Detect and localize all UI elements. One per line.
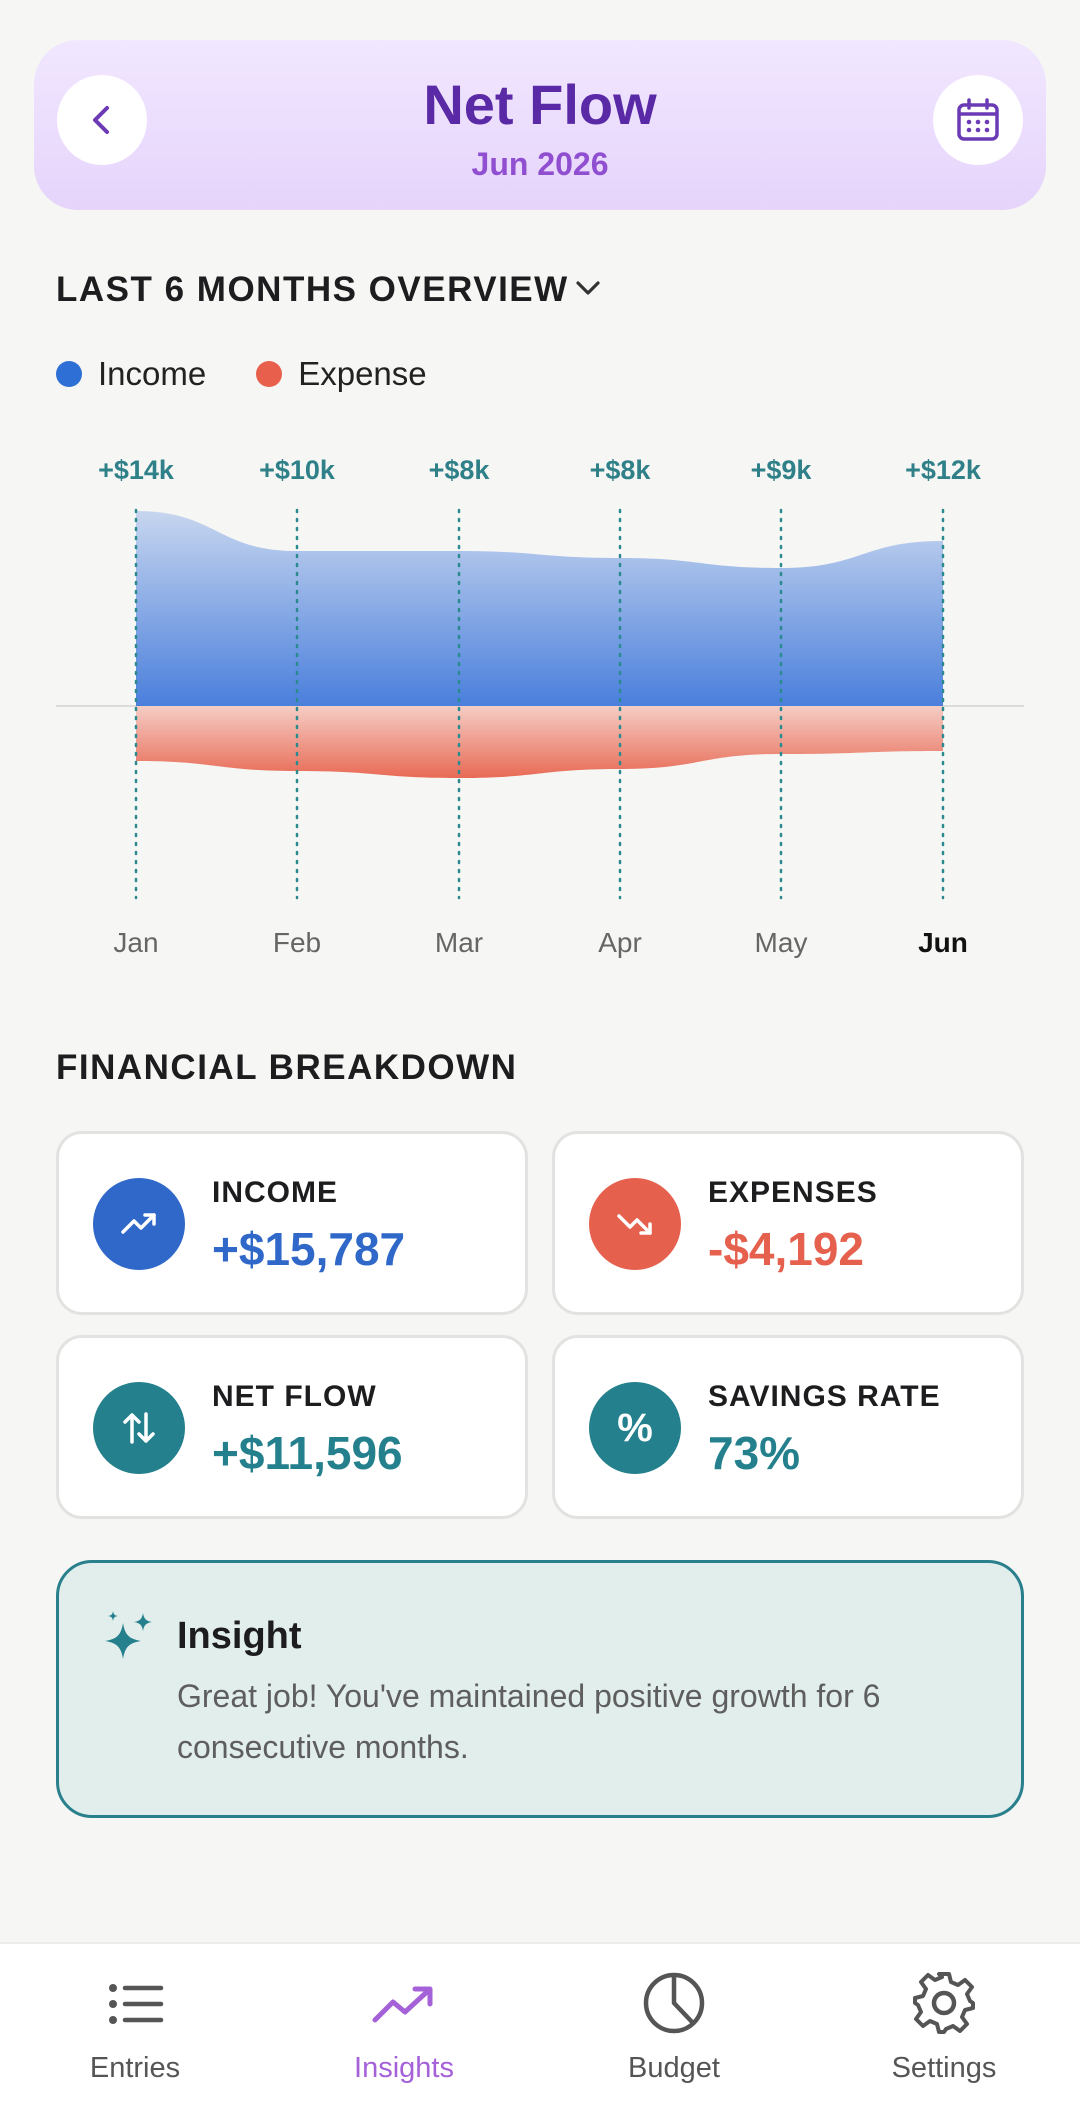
net-flow-chart: +$14k Jan +$10k Feb +$8k Mar +$8k Apr +$9k May +$1… [56, 455, 1024, 958]
insight-title: Insight [177, 1615, 302, 1657]
income-label: INCOME [212, 1176, 338, 1209]
legend-expense-label: Expense [298, 355, 427, 392]
net-flow-value: +$11,596 [212, 1427, 403, 1479]
arrows-updown-icon [123, 1412, 155, 1444]
net-value-label: +$12k [905, 455, 982, 485]
net-flow-icon-circle [93, 1382, 185, 1474]
expenses-value: -$4,192 [708, 1223, 865, 1275]
net-flow-label: NET FLOW [212, 1380, 377, 1413]
page-title: Net Flow [423, 73, 657, 136]
net-value-label: +$8k [429, 455, 491, 485]
month-tick-label[interactable]: Jun [918, 927, 968, 958]
income-card[interactable]: INCOME +$15,787 [56, 1131, 528, 1315]
sparkle-icon [105, 1611, 152, 1659]
net-value-label: +$9k [751, 455, 813, 485]
income-value: +$15,787 [212, 1223, 406, 1275]
income-area [136, 511, 943, 706]
overview-dropdown[interactable]: LAST 6 MONTHS OVERVIEW [56, 270, 569, 310]
expense-dot-icon [256, 361, 283, 387]
month-tick-label[interactable]: Feb [273, 927, 321, 958]
chart-legend: Income Expense [56, 355, 477, 393]
percent-icon: % [617, 1405, 653, 1450]
list-icon [109, 1984, 164, 2024]
page-subtitle-month: Jun 2026 [471, 146, 609, 182]
nav-label-settings: Settings [891, 2052, 997, 2084]
chevron-down-icon[interactable] [572, 275, 604, 301]
expenses-icon-circle [589, 1178, 681, 1270]
overview-title: LAST 6 MONTHS OVERVIEW [56, 270, 569, 309]
expense-area [136, 706, 943, 778]
nav-label-insights: Insights [354, 2052, 454, 2084]
trend-up-icon [121, 1213, 156, 1234]
pie-chart-icon [643, 1972, 705, 2034]
calendar-button[interactable] [933, 75, 1023, 165]
net-value-label: +$14k [98, 455, 175, 485]
bottom-nav: Entries Insights Budget Settings [0, 1942, 1080, 2111]
insight-text: Great job! You've maintained positive gr… [177, 1678, 881, 1765]
nav-item-budget[interactable]: Budget [574, 1944, 774, 2111]
nav-item-insights[interactable]: Insights [304, 1944, 504, 2111]
calendar-icon [957, 98, 999, 141]
income-dot-icon [56, 361, 82, 387]
back-button[interactable] [57, 75, 147, 165]
chevron-left-icon [93, 106, 109, 134]
nav-item-settings[interactable]: Settings [844, 1944, 1044, 2111]
net-value-label: +$8k [590, 455, 652, 485]
expenses-card[interactable]: EXPENSES -$4,192 [552, 1131, 1024, 1315]
nav-label-budget: Budget [628, 2052, 720, 2084]
trend-down-icon [617, 1214, 652, 1235]
net-value-label: +$10k [259, 455, 336, 485]
month-tick-label[interactable]: May [755, 927, 808, 958]
legend-expense: Expense [256, 355, 427, 393]
gear-icon [913, 1972, 975, 2034]
insight-card: Insight Great job! You've maintained pos… [56, 1560, 1024, 1818]
savings-rate-label: SAVINGS RATE [708, 1380, 941, 1413]
nav-item-entries[interactable]: Entries [35, 1944, 235, 2111]
month-tick-label[interactable]: Apr [598, 927, 642, 958]
expenses-label: EXPENSES [708, 1176, 878, 1209]
savings-rate-value: 73% [708, 1427, 801, 1479]
trend-icon [372, 1986, 433, 2023]
month-tick-label[interactable]: Mar [435, 927, 483, 958]
header: Net Flow Jun 2026 [34, 40, 1046, 210]
income-icon-circle [93, 1178, 185, 1270]
savings-rate-card[interactable]: % SAVINGS RATE 73% [552, 1335, 1024, 1519]
net-flow-card[interactable]: NET FLOW +$11,596 [56, 1335, 528, 1519]
legend-income: Income [56, 355, 206, 393]
nav-label-entries: Entries [89, 2052, 181, 2084]
breakdown-title: FINANCIAL BREAKDOWN [56, 1048, 518, 1087]
savings-icon-circle: % [589, 1382, 681, 1474]
month-tick-label[interactable]: Jan [113, 927, 158, 958]
legend-income-label: Income [98, 355, 207, 392]
